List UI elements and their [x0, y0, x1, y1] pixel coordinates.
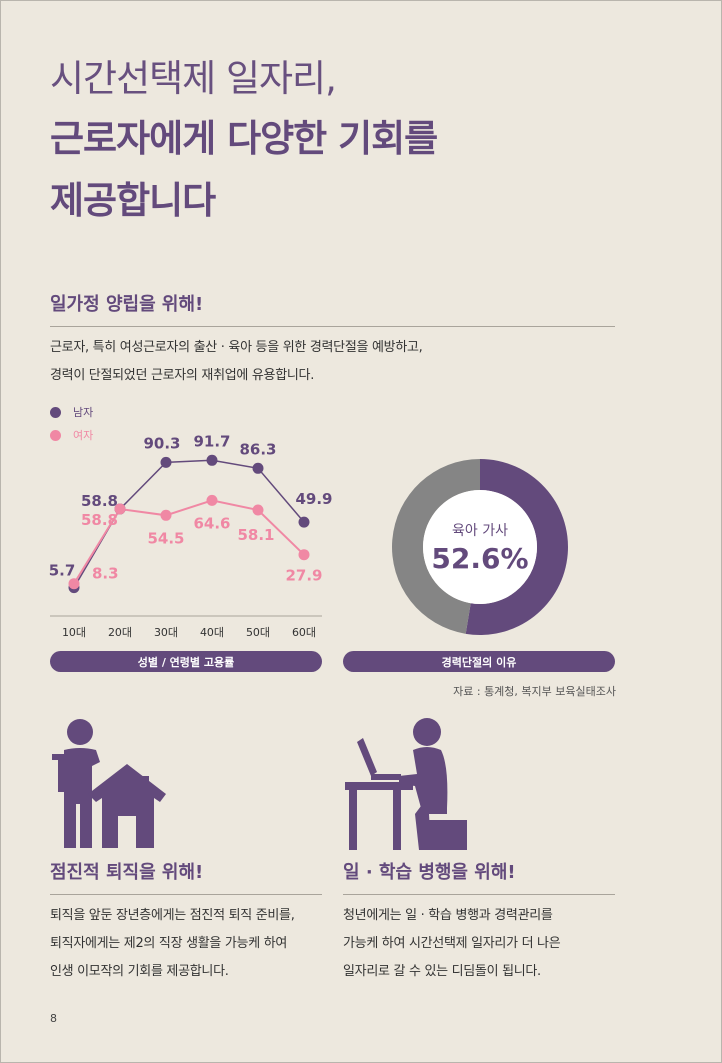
data-label-male: 5.7	[49, 562, 76, 580]
data-label-male: 49.9	[295, 490, 332, 508]
donut-slice-other	[391, 459, 480, 634]
data-point-female	[68, 578, 80, 590]
donut-slice-childcare-housework	[465, 459, 568, 635]
data-label-female: 64.6	[193, 514, 230, 532]
data-label-female: 8.3	[92, 565, 119, 583]
data-point-male	[252, 462, 264, 474]
section3-body-line2: 가능케 하여 시간선택제 일자리가 더 나은	[343, 936, 561, 951]
data-label-female: 54.5	[147, 529, 184, 547]
donut-center-label: 육아 가사	[452, 523, 508, 539]
section1-body-line2: 경력이 단절되었던 근로자의 재취업에 유용합니다.	[50, 368, 315, 383]
x-tick-label: 20대	[108, 626, 132, 639]
chart-caption-employment-rate: 성별 / 연령별 고용률	[50, 651, 322, 672]
data-point-male	[160, 456, 172, 468]
legend-female: 여자	[50, 427, 93, 443]
page-number: 8	[50, 1012, 57, 1025]
data-label-male: 58.8	[81, 492, 118, 510]
data-point-male	[298, 516, 310, 528]
page-title-line1: 시간선택제 일자리,	[50, 57, 337, 100]
person-house-icon	[52, 719, 166, 848]
donut-center-value: 52.6%	[431, 542, 529, 575]
section3-body-line1: 청년에게는 일 · 학습 병행과 경력관리를	[343, 908, 553, 923]
employment-rate-line-chart: 10대 20대 30대 40대 50대 60대 5.7 58.8 90.3 91.7 86.3 49.…	[49, 432, 333, 639]
data-point-female	[160, 509, 172, 521]
section-title-work-learning: 일 · 학습 병행을 위해!	[343, 862, 516, 883]
section3-body-line3: 일자리로 갈 수 있는 디딤돌이 됩니다.	[343, 964, 541, 979]
section-divider	[50, 326, 615, 327]
data-label-male: 86.3	[239, 440, 276, 458]
legend-male-label: 남자	[73, 406, 94, 419]
legend-male: 남자	[50, 404, 93, 420]
career-break-donut-chart	[391, 459, 568, 635]
data-point-female	[252, 504, 264, 516]
section-title-gradual-retirement: 점진적 퇴직을 위해!	[50, 862, 204, 883]
section2-divider	[50, 894, 322, 895]
series-line-female	[73, 499, 305, 585]
data-label-female: 58.8	[81, 511, 118, 529]
data-label-male: 90.3	[143, 434, 180, 452]
section2-body-line2: 퇴직자에게는 제2의 직장 생활을 가능케 하여	[50, 936, 288, 951]
x-tick-label: 10대	[62, 626, 86, 639]
person-laptop-icon	[345, 718, 467, 850]
legend-female-marker	[50, 429, 61, 441]
x-tick-label: 40대	[200, 626, 224, 639]
page-title-line2: 근로자에게 다양한 기회를	[50, 117, 438, 160]
section3-divider	[343, 894, 615, 895]
x-tick-label: 30대	[154, 626, 178, 639]
x-tick-label: 50대	[246, 626, 270, 639]
chart-caption-career-break: 경력단절의 이유	[343, 651, 615, 672]
legend-female-label: 여자	[73, 429, 94, 442]
donut-hole	[423, 490, 537, 604]
section1-body-line1: 근로자, 특히 여성근로자의 출산 · 육아 등을 위한 경력단절을 예방하고,	[50, 340, 423, 355]
data-point-female	[114, 503, 126, 515]
section-title-work-family: 일가정 양립을 위해!	[50, 294, 204, 315]
page-title-line3: 제공합니다	[50, 179, 216, 222]
source-note: 자료 : 통계청, 복지부 보육실태조사	[453, 685, 616, 698]
legend-male-marker	[50, 406, 61, 418]
data-point-male	[206, 454, 218, 466]
data-label-male: 91.7	[193, 432, 230, 450]
data-label-female: 27.9	[285, 567, 322, 585]
section2-body-line3: 인생 이모작의 기회를 제공합니다.	[50, 964, 229, 979]
data-point-female	[298, 549, 310, 561]
section2-body-line1: 퇴직을 앞둔 장년층에게는 점진적 퇴직 준비를,	[50, 908, 295, 923]
data-label-female: 58.1	[237, 526, 274, 544]
data-point-female	[206, 494, 218, 506]
x-tick-label: 60대	[292, 626, 316, 639]
